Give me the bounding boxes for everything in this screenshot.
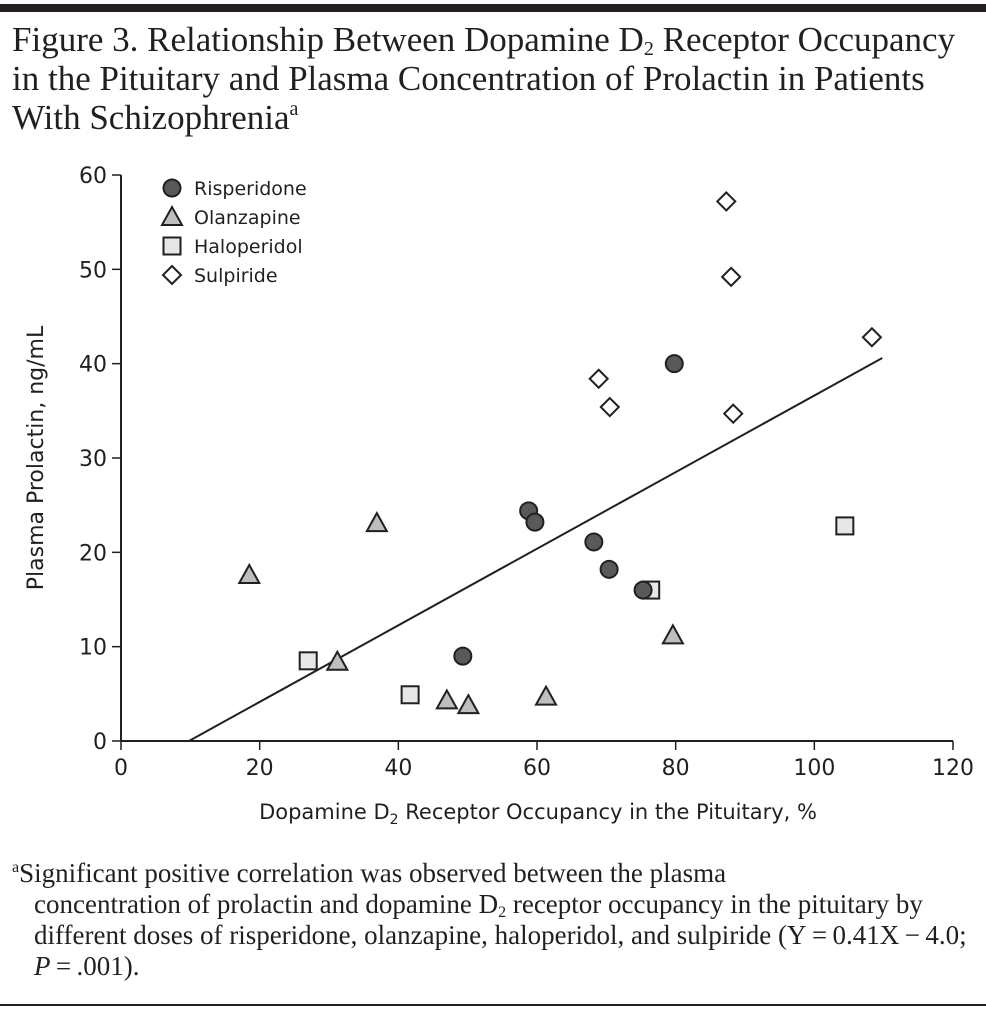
footnote-subscript: 2 (498, 904, 507, 921)
risperidone-point (599, 559, 619, 579)
olanzapine-point (365, 511, 389, 533)
footnote-text-end: = .001). (50, 951, 140, 981)
x-axis-label-subscript: 2 (389, 812, 399, 828)
sulpiride-point (588, 368, 610, 390)
footnote-line-1: aSignificant positive correlation was ob… (12, 858, 982, 889)
data-points (237, 190, 883, 715)
olanzapine-point (456, 693, 481, 715)
haloperidol-point (835, 516, 855, 536)
footnote-continuation: concentration of prolactin and dopamine … (12, 889, 982, 982)
title-text: Figure 3. Relationship Between Dopamine … (12, 20, 644, 59)
legend-item-risperidone: Risperidone (162, 178, 307, 200)
series-olanzapine (237, 511, 685, 715)
legend-label: Sulpiride (194, 265, 278, 287)
bottom-rule (0, 1004, 986, 1006)
haloperidol-point (298, 651, 318, 671)
haloperidol-point (400, 685, 420, 705)
y-tick-label: 20 (79, 541, 107, 566)
x-tick-label: 20 (246, 756, 274, 781)
legend-item-olanzapine: Olanzapine (160, 204, 301, 229)
x-tick-label: 60 (523, 756, 551, 781)
series-haloperidol (298, 516, 855, 705)
risperidone-point (584, 532, 604, 552)
y-tick-label: 50 (79, 258, 107, 283)
legend-marker-triangle (160, 204, 184, 226)
legend-label: Risperidone (194, 178, 307, 200)
legend-marker-circle (162, 178, 182, 198)
x-tick-label: 120 (932, 756, 974, 781)
risperidone-point (633, 580, 653, 600)
sulpiride-point (599, 396, 621, 418)
legend-item-sulpiride: Sulpiride (161, 264, 278, 287)
olanzapine-point (534, 684, 558, 706)
legend-label: Haloperidol (194, 236, 303, 258)
olanzapine-point (661, 623, 685, 645)
x-axis-label-text: Dopamine D (259, 800, 390, 824)
regression-line (188, 357, 883, 742)
legend: Risperidone Olanzapine Haloperidol Sulpirid… (160, 178, 307, 287)
risperidone-point (453, 646, 473, 666)
footnote-p-symbol: P (34, 951, 51, 981)
y-tick-label: 40 (79, 353, 107, 378)
x-axis-label: Dopamine D2 Receptor Occupancy in the Pi… (0, 800, 986, 827)
y-axis-label: Plasma Prolactin, ng/mL (24, 325, 49, 590)
olanzapine-point (435, 688, 459, 710)
series-sulpiride (588, 190, 883, 425)
figure-title: Figure 3. Relationship Between Dopamine … (12, 20, 972, 137)
series-risperidone (453, 354, 684, 666)
x-axis-label-text-cont: Receptor Occupancy in the Pituitary, % (398, 800, 817, 824)
risperidone-point (664, 354, 684, 374)
footnote-text-cont2: receptor occupancy in the pituitary by d… (34, 889, 967, 950)
x-tick-label: 100 (793, 756, 835, 781)
top-rule (0, 4, 986, 12)
title-subscript: 2 (643, 38, 654, 60)
sulpiride-point (722, 403, 744, 425)
risperidone-point (525, 512, 545, 532)
olanzapine-point (325, 649, 350, 671)
axes: 0 20 40 60 80 100 120 0 10 20 30 40 50 60 (79, 164, 974, 781)
y-tick-label: 10 (79, 636, 107, 661)
sulpiride-point (715, 190, 737, 212)
footnote-marker: a (12, 859, 20, 876)
title-text-cont: Receptor Occupancy in the Pituitary and … (12, 20, 956, 137)
y-tick-label: 60 (79, 164, 107, 189)
legend-label: Olanzapine (194, 207, 301, 229)
legend-item-haloperidol: Haloperidol (162, 236, 303, 258)
x-tick-label: 40 (384, 756, 412, 781)
y-tick-label: 0 (93, 730, 107, 755)
legend-marker-diamond (161, 264, 183, 286)
y-tick-label: 30 (79, 447, 107, 472)
sulpiride-point (861, 326, 883, 348)
title-footnote-marker: a (289, 98, 299, 120)
legend-marker-square (162, 236, 182, 256)
sulpiride-point (720, 266, 742, 288)
x-tick-label: 0 (114, 756, 128, 781)
footnote-text-cont: concentration of prolactin and dopamine … (34, 889, 499, 919)
footnote: aSignificant positive correlation was ob… (12, 858, 982, 982)
olanzapine-point (237, 562, 261, 584)
footnote-text: Significant positive correlation was obs… (19, 858, 727, 888)
x-tick-label: 80 (662, 756, 690, 781)
scatter-chart: 0 20 40 60 80 100 120 0 10 20 30 40 50 60 Plasma Prol… (24, 164, 974, 781)
